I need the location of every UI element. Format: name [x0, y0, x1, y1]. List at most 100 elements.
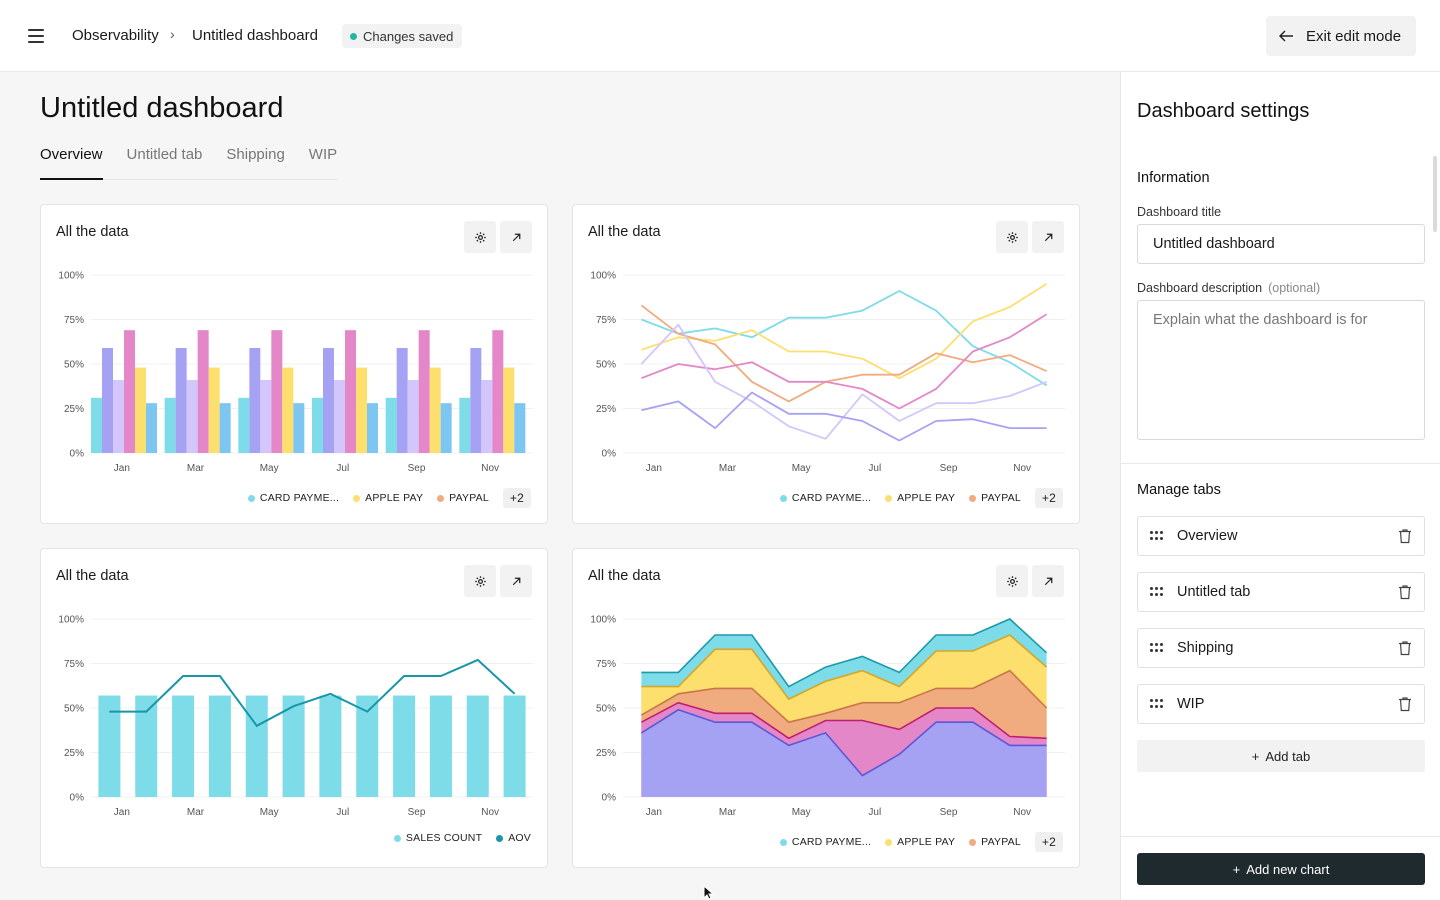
expand-chart-button[interactable] [1032, 565, 1064, 597]
bar [208, 367, 220, 453]
legend-label: CARD PAYME... [791, 836, 872, 848]
area-fill [641, 709, 1047, 797]
tab-wip[interactable]: WIP [308, 146, 338, 163]
legend-more-button[interactable]: +2 [502, 488, 531, 508]
expand-chart-button[interactable] [500, 565, 532, 597]
add-new-chart-button[interactable]: + Add new chart [1137, 853, 1425, 885]
bar [334, 380, 345, 453]
breadcrumb-observability[interactable]: Observability [72, 27, 159, 44]
legend-item[interactable]: PAYPAL [437, 492, 489, 504]
hamburger-menu-icon[interactable] [28, 29, 44, 43]
chart-title: All the data [56, 568, 129, 584]
dashboard-description-input[interactable] [1137, 300, 1425, 440]
legend-swatch [969, 838, 977, 846]
trash-icon[interactable] [1397, 584, 1413, 600]
series-line [641, 391, 1047, 442]
drag-handle-icon[interactable] [1150, 643, 1164, 653]
x-tick-label: Nov [481, 807, 499, 818]
legend-swatch [247, 494, 255, 502]
chart-card: All the data 0% 25% 50% 75% 100% Jan Mar May Jul S… [572, 548, 1080, 868]
legend-item[interactable]: APPLE PAY [885, 492, 955, 504]
bar [481, 380, 493, 453]
exit-edit-mode-button[interactable]: Exit edit mode [1266, 16, 1416, 56]
add-tab-button[interactable]: + Add tab [1137, 740, 1425, 772]
legend-swatch [779, 838, 787, 846]
manage-tab-row[interactable]: Overview [1137, 516, 1425, 556]
chart-legend: SALES COUNT AOV [393, 832, 531, 844]
x-tick-label: Sep [940, 463, 958, 474]
y-tick-label: 75% [64, 659, 84, 670]
x-tick-label: Jan [646, 463, 662, 474]
legend-label: CARD PAYME... [791, 492, 872, 504]
bar [91, 397, 102, 453]
tab-untitled[interactable]: Untitled tab [126, 146, 203, 163]
plus-icon: + [1251, 748, 1260, 764]
bar [260, 380, 272, 453]
y-tick-label: 100% [58, 271, 84, 282]
area-outline [641, 701, 1047, 740]
bar [175, 347, 187, 453]
legend-item[interactable]: SALES COUNT [393, 832, 483, 844]
x-tick-label: Sep [408, 807, 426, 818]
drag-handle-icon[interactable] [1150, 699, 1164, 709]
expand-chart-button[interactable] [500, 221, 532, 253]
manage-tab-label: WIP [1177, 696, 1205, 712]
manage-tab-row[interactable]: Untitled tab [1137, 572, 1425, 612]
legend-more-button[interactable]: +2 [1034, 488, 1063, 508]
breadcrumb-current: Untitled dashboard [192, 27, 318, 44]
panel-scrollbar[interactable] [1433, 156, 1437, 232]
dashboard-settings-panel: Dashboard settings Information Dashboard… [1120, 72, 1440, 900]
expand-chart-button[interactable] [1032, 221, 1064, 253]
drag-handle-icon[interactable] [1150, 587, 1164, 597]
legend-item[interactable]: CARD PAYME... [779, 836, 872, 848]
bar [514, 403, 526, 453]
bar [282, 695, 305, 797]
y-tick-label: 25% [596, 748, 616, 759]
series-line [640, 304, 1047, 403]
chart-settings-button[interactable] [996, 221, 1028, 253]
legend-item[interactable]: APPLE PAY [885, 836, 955, 848]
trash-icon[interactable] [1397, 696, 1413, 712]
dashboard-tabs: Overview Untitled tab Shipping WIP [40, 140, 338, 180]
legend-label: CARD PAYME... [259, 492, 340, 504]
y-tick-label: 75% [596, 315, 616, 326]
bar [164, 397, 176, 453]
x-tick-label: Jan [646, 807, 662, 818]
y-tick-label: 25% [596, 404, 616, 415]
manage-tab-row[interactable]: WIP [1137, 684, 1425, 724]
panel-title: Dashboard settings [1137, 100, 1310, 122]
legend-label: APPLE PAY [365, 492, 424, 504]
x-tick-label: May [792, 463, 811, 474]
legend-item[interactable]: CARD PAYME... [247, 492, 340, 504]
x-tick-label: May [260, 807, 279, 818]
trash-icon[interactable] [1397, 640, 1413, 656]
area-outline [641, 618, 1048, 688]
bar [197, 330, 209, 453]
chart-plot: 0% 25% 50% 75% 100% Jan Mar May Jul Sep Nov [590, 615, 1065, 818]
legend-item[interactable]: CARD PAYME... [779, 492, 872, 504]
drag-handle-icon[interactable] [1150, 531, 1164, 541]
chart-settings-button[interactable] [464, 221, 496, 253]
legend-item[interactable]: PAYPAL [969, 492, 1021, 504]
y-tick-label: 100% [590, 615, 616, 626]
legend-item[interactable]: APPLE PAY [353, 492, 423, 504]
chevron-right-icon: › [170, 26, 175, 42]
dashboard-title-input[interactable] [1137, 224, 1425, 264]
y-tick-label: 0% [602, 449, 617, 460]
legend-item[interactable]: PAYPAL [969, 836, 1021, 848]
manage-tab-row[interactable]: Shipping [1137, 628, 1425, 668]
chart-settings-button[interactable] [464, 565, 496, 597]
chart-legend: CARD PAYME... APPLE PAY PAYPAL +2 [779, 832, 1063, 852]
chart-settings-button[interactable] [996, 565, 1028, 597]
legend-label: SALES COUNT [405, 832, 483, 844]
tab-overview[interactable]: Overview [40, 140, 103, 180]
legend-item[interactable]: AOV [496, 832, 531, 844]
tab-shipping[interactable]: Shipping [226, 146, 285, 163]
trash-icon[interactable] [1397, 528, 1413, 544]
gear-icon [1006, 575, 1018, 587]
bar [429, 695, 452, 797]
legend-swatch [353, 494, 361, 502]
chart-title: All the data [588, 224, 661, 240]
bar [466, 695, 489, 797]
legend-more-button[interactable]: +2 [1034, 832, 1063, 852]
